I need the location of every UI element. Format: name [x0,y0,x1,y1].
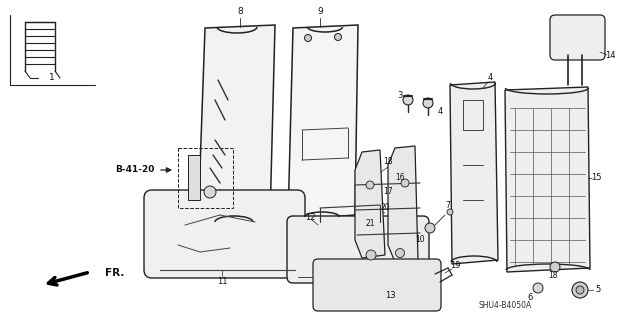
Text: 20: 20 [380,203,390,211]
Circle shape [366,250,376,260]
Text: 13: 13 [385,292,396,300]
Circle shape [533,283,543,293]
FancyBboxPatch shape [313,259,441,311]
Text: 16: 16 [395,174,405,182]
Polygon shape [198,25,275,225]
Circle shape [576,286,584,294]
Bar [178,148,233,208]
Text: FR.: FR. [105,268,124,278]
Circle shape [550,262,560,272]
Text: 11: 11 [217,277,227,286]
Text: 19: 19 [450,261,460,270]
FancyBboxPatch shape [287,216,429,283]
Circle shape [401,179,409,187]
Circle shape [447,209,453,215]
Text: 12: 12 [305,212,316,221]
Circle shape [403,95,413,105]
Text: 17: 17 [383,188,393,197]
Circle shape [425,223,435,233]
Polygon shape [288,25,358,220]
Text: 18: 18 [548,271,557,280]
Text: 10: 10 [415,235,425,244]
Polygon shape [505,87,590,272]
Circle shape [305,34,312,41]
Polygon shape [188,155,200,200]
Text: 21: 21 [365,219,375,228]
Polygon shape [355,150,385,258]
Text: 5: 5 [595,286,600,294]
Circle shape [423,98,433,108]
FancyBboxPatch shape [550,15,605,60]
Text: 18: 18 [383,158,393,167]
Text: 4: 4 [488,73,493,83]
Text: B-41-20: B-41-20 [116,166,155,174]
Text: 15: 15 [591,174,601,182]
Text: 3: 3 [397,91,403,100]
Text: 9: 9 [317,8,323,17]
Text: 6: 6 [527,293,532,301]
Text: 4: 4 [437,108,443,116]
Circle shape [204,186,216,198]
Text: 1: 1 [49,73,55,83]
FancyBboxPatch shape [144,190,305,278]
Text: SHU4-B4050A: SHU4-B4050A [478,300,532,309]
Text: 8: 8 [237,8,243,17]
Polygon shape [388,146,418,262]
Text: 14: 14 [605,50,615,60]
Circle shape [366,181,374,189]
Polygon shape [450,82,498,264]
Circle shape [572,282,588,298]
Circle shape [396,249,404,257]
Text: 7: 7 [445,202,451,211]
Circle shape [335,33,342,41]
